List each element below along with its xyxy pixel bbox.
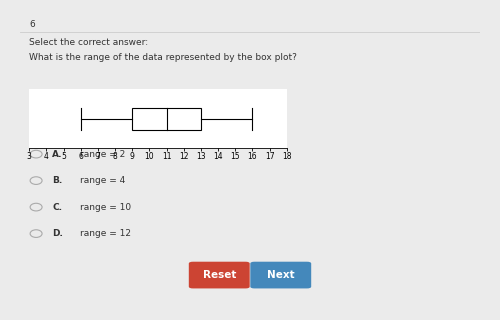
Text: Reset: Reset bbox=[202, 270, 236, 280]
Text: range = 10: range = 10 bbox=[80, 203, 131, 212]
Text: 6: 6 bbox=[29, 20, 35, 29]
Text: Next: Next bbox=[267, 270, 294, 280]
Text: What is the range of the data represented by the box plot?: What is the range of the data represente… bbox=[29, 52, 297, 61]
Bar bbox=[132, 108, 201, 130]
Text: B.: B. bbox=[52, 176, 62, 185]
FancyBboxPatch shape bbox=[189, 262, 250, 288]
Text: Select the correct answer:: Select the correct answer: bbox=[29, 38, 148, 47]
FancyBboxPatch shape bbox=[250, 262, 311, 288]
Text: D.: D. bbox=[52, 229, 63, 238]
Text: A.: A. bbox=[52, 150, 62, 159]
Text: C.: C. bbox=[52, 203, 62, 212]
Text: range = 2: range = 2 bbox=[80, 150, 125, 159]
Text: range = 12: range = 12 bbox=[80, 229, 131, 238]
Text: range = 4: range = 4 bbox=[80, 176, 125, 185]
